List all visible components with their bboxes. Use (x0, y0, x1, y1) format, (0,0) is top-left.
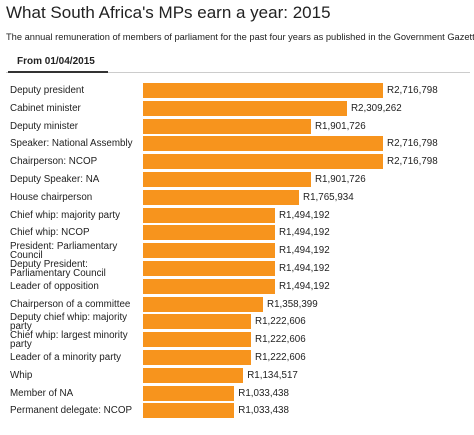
bar (143, 332, 251, 348)
value-label: R1,901,726 (314, 120, 366, 132)
bar (143, 189, 299, 205)
value-label: R1,494,192 (278, 209, 330, 221)
bar (143, 172, 311, 187)
tab[interactable]: From 01/04/2015 (17, 56, 95, 67)
bar (143, 83, 383, 98)
value-label: R1,494,192 (278, 280, 330, 292)
value-label: R1,765,934 (303, 191, 354, 203)
bar (143, 118, 311, 134)
category-label: Chairperson of a committee (10, 298, 131, 310)
value-label: R1,134,517 (247, 369, 298, 381)
bar (143, 100, 347, 116)
bar (143, 403, 235, 419)
category-label: Deputy chief whip: majority party (10, 311, 128, 332)
bar (143, 350, 251, 365)
bar (143, 261, 275, 276)
category-label: Chief whip: NCOP (10, 227, 90, 239)
value-label: R2,716,798 (387, 138, 438, 150)
bar (143, 243, 275, 259)
category-label: Deputy minister (10, 120, 79, 132)
value-label: R1,033,438 (238, 387, 289, 399)
value-label: R1,901,726 (314, 174, 366, 185)
category-label: Chief whip: majority party (10, 209, 120, 221)
chart-subtitle: The annual remuneration of members of pa… (6, 32, 474, 42)
value-label: R1,222,606 (255, 352, 306, 363)
category-label: Cabinet minister (10, 102, 81, 114)
value-label: R1,494,192 (278, 263, 330, 274)
value-label: R1,033,438 (238, 405, 289, 417)
bar (143, 314, 251, 330)
bar (143, 385, 235, 401)
category-label: Deputy President: Parliamentary Council (10, 258, 106, 279)
category-label: House chairperson (10, 191, 93, 203)
value-label: R1,494,192 (278, 227, 330, 239)
category-label: Chief whip: largest minority party (10, 329, 128, 350)
category-label: Leader of opposition (10, 280, 99, 292)
bar (143, 225, 275, 241)
bar (143, 367, 244, 383)
bar (143, 136, 383, 152)
value-label: R1,358,399 (267, 298, 318, 310)
category-label: Leader of a minority party (10, 352, 122, 363)
value-label: R2,716,798 (387, 156, 438, 168)
value-label: R2,309,262 (350, 102, 402, 114)
value-label: R1,222,606 (255, 334, 306, 346)
category-label: Member of NA (10, 387, 74, 399)
category-label: Permanent delegate: NCOP (10, 405, 132, 417)
category-label: President: Parliamentary Council (10, 240, 118, 261)
value-label: R1,494,192 (278, 245, 330, 257)
bar (143, 207, 275, 223)
tab-divider (6, 72, 470, 73)
tab-underline (8, 71, 108, 73)
chart-title: What South Africa's MPs earn a year: 201… (6, 3, 331, 22)
category-label: Speaker: National Assembly (10, 138, 133, 150)
bar (143, 278, 275, 294)
category-label: Whip (10, 369, 33, 381)
bar (143, 296, 263, 312)
category-label: Deputy president (10, 85, 85, 96)
category-label: Chairperson: NCOP (10, 156, 98, 168)
category-label: Deputy Speaker: NA (10, 174, 100, 185)
value-label: R2,716,798 (387, 85, 438, 96)
bar (143, 154, 383, 170)
value-label: R1,222,606 (255, 316, 306, 328)
